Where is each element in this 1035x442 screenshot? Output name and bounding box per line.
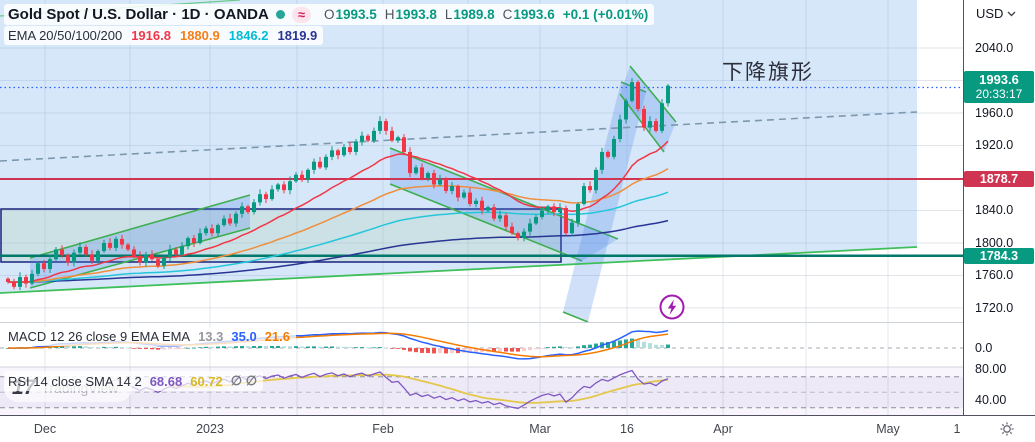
time-label: 16 — [620, 422, 634, 436]
open-value: O1993.5 — [323, 7, 377, 22]
ema200-value: 1819.9 — [277, 28, 318, 43]
price-tick: 1920.0 — [975, 138, 1014, 153]
low-value: L1989.8 — [444, 7, 495, 22]
price-level-lines — [0, 178, 963, 257]
range-box-drawing — [0, 208, 562, 263]
time-label: Dec — [33, 422, 57, 436]
high-value: H1993.8 — [384, 7, 437, 22]
ohlc-values: O1993.5 H1993.8 L1989.8 C1993.6 +0.1 (+0… — [324, 7, 648, 22]
alert-lightning-icon[interactable] — [657, 292, 687, 322]
price-tick: 2040.0 — [975, 41, 1014, 55]
macd-hist-value: 13.3 — [198, 329, 224, 344]
grid-lines — [0, 0, 963, 415]
macd-tick: 0.0 — [975, 341, 993, 355]
market-status-icon — [275, 10, 285, 19]
macd-legend[interactable]: MACD 12 26 close 9 EMA EMA 13.3 35.0 21.… — [4, 327, 297, 346]
ema200-line — [7, 219, 669, 283]
price-tick: 1800.0 — [975, 235, 1014, 250]
macd-legend-label: MACD 12 26 close 9 EMA EMA — [8, 329, 191, 344]
macd-signal-value: 21.6 — [264, 329, 291, 344]
resistance-price-badge: 1878.7 — [964, 171, 1034, 188]
price-axis[interactable]: USD 2040.0 1960.0 1920.0 1840.0 1800.0 1760.0… — [964, 0, 1035, 415]
approx-badge: ≈ — [291, 6, 311, 23]
rsi-value: 68.68 — [149, 373, 183, 389]
symbol-title: Gold Spot / U.S. Dollar · 1D · OANDA — [8, 6, 269, 23]
time-label: Feb — [372, 422, 394, 436]
currency-selector[interactable]: USD — [976, 6, 1016, 21]
price-tick: 1720.0 — [975, 300, 1014, 315]
ema-legend-label: EMA 20/50/100/200 — [8, 28, 123, 43]
ema50-line — [7, 168, 669, 283]
price-tick: 1960.0 — [975, 105, 1014, 120]
change-value: +0.1 (+0.01%) — [562, 7, 649, 22]
time-label: 2023 — [196, 422, 224, 436]
price-tick: 1840.0 — [975, 203, 1014, 218]
ema20-line — [7, 140, 669, 284]
ema100-value: 1846.2 — [228, 28, 269, 43]
price-tick: 1760.0 — [975, 268, 1014, 283]
time-label: May — [876, 422, 900, 436]
time-label: 1 — [953, 422, 961, 436]
rsi-legend[interactable]: RSI 14 close SMA 14 2 68.68 60.72 ∅ ∅ — [4, 371, 264, 391]
macd-line-value: 35.0 — [231, 329, 257, 344]
ema-lines — [7, 140, 669, 284]
bar-countdown: 20:33:17 — [975, 87, 1023, 101]
settings-gear-icon[interactable] — [998, 420, 1016, 438]
rsi-tick: 40.00 — [975, 393, 1007, 407]
ema100-line — [7, 191, 669, 283]
currency-label: USD — [976, 6, 1004, 21]
current-price-value: 1993.6 — [979, 72, 1019, 87]
current-price-badge: 1993.6 20:33:17 — [964, 71, 1034, 103]
time-label: Apr — [713, 422, 733, 436]
time-axis[interactable]: Dec 2023 Feb Mar 16 Apr May 1 — [0, 416, 1035, 442]
time-label: Mar — [529, 422, 551, 436]
close-value: C1993.6 — [502, 7, 555, 22]
rsi-legend-label: RSI 14 close SMA 14 2 — [8, 373, 142, 389]
ema20-value: 1916.8 — [131, 28, 171, 43]
rsi-tick: 80.00 — [975, 362, 1007, 376]
flag-pattern-annotation[interactable]: 下降旗形 — [722, 61, 814, 84]
ema-legend[interactable]: EMA 20/50/100/200 1916.8 1880.9 1846.2 1… — [4, 26, 324, 45]
symbol-legend[interactable]: Gold Spot / U.S. Dollar · 1D · OANDA ≈ O… — [4, 4, 655, 25]
ema50-value: 1880.9 — [179, 28, 220, 43]
candles — [6, 78, 670, 291]
chevron-down-icon — [1007, 11, 1016, 16]
rsi-sma-value: 60.72 — [190, 373, 223, 389]
rsi-empty-values: ∅ ∅ — [230, 373, 258, 388]
support-price-badge: 1784.3 — [964, 247, 1034, 264]
